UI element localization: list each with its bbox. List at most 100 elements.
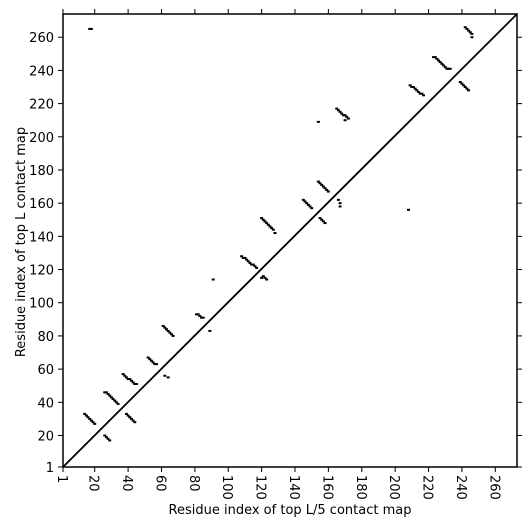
contact-point (432, 56, 436, 59)
contact-point (462, 84, 466, 87)
contact-point (201, 316, 205, 319)
contact-point (318, 182, 322, 185)
contact-point (316, 120, 320, 123)
contact-point (260, 217, 264, 220)
contact-point (108, 439, 112, 442)
contact-point (458, 81, 462, 84)
contact-point (163, 326, 167, 329)
y-tick-label: 1 (46, 461, 54, 476)
contact-point (248, 261, 252, 264)
contact-point (420, 92, 424, 95)
contact-point (166, 376, 170, 379)
contact-point (273, 232, 277, 235)
contact-point (323, 187, 327, 190)
contact-point (163, 374, 167, 377)
contact-point (261, 275, 265, 278)
y-tick-label: 40 (37, 396, 54, 411)
contact-point (470, 36, 474, 39)
contact-point (435, 57, 439, 60)
contact-point (211, 278, 215, 281)
contact-point (338, 202, 342, 205)
contact-point (310, 207, 314, 210)
contact-point (263, 220, 267, 223)
contact-point (128, 416, 132, 419)
contact-point (301, 198, 305, 201)
contact-point (89, 419, 93, 422)
contact-point (104, 436, 108, 439)
contact-point (268, 225, 272, 228)
contact-point (200, 316, 204, 319)
y-tick-label: 120 (29, 264, 54, 279)
contact-point (443, 66, 447, 69)
contact-point (245, 258, 249, 261)
x-tick-label: 40 (119, 475, 134, 492)
contact-point (151, 361, 155, 364)
contact-point (86, 416, 90, 419)
contact-point (422, 94, 426, 97)
contact-point (126, 414, 130, 417)
contact-point (154, 363, 158, 366)
y-tick-label: 20 (37, 429, 54, 444)
contact-point (448, 67, 452, 70)
contact-point (255, 266, 259, 269)
contact-point (320, 183, 324, 186)
contact-point (129, 379, 133, 382)
contact-point (345, 115, 349, 118)
contact-point (336, 109, 340, 112)
contact-point (106, 437, 110, 440)
contact-point (251, 263, 255, 266)
x-tick-label: 180 (353, 475, 368, 500)
contact-point (243, 256, 247, 259)
x-tick-label: 120 (253, 475, 268, 500)
contact-point (126, 378, 130, 381)
contact-point (325, 188, 329, 191)
contact-point (413, 87, 417, 90)
y-tick-label: 80 (37, 330, 54, 345)
contact-point (128, 378, 132, 381)
contact-point (412, 86, 416, 89)
x-tick-label: 140 (286, 475, 301, 500)
y-tick-label: 240 (29, 64, 54, 79)
contact-point (335, 107, 339, 110)
contact-point (270, 227, 274, 230)
x-tick-label: 1 (54, 475, 69, 483)
contact-point (418, 92, 422, 95)
contact-point (463, 26, 467, 29)
contact-point (83, 412, 87, 415)
contact-point (106, 392, 110, 395)
contact-point (271, 228, 275, 231)
contact-point (196, 313, 200, 316)
contact-point (316, 180, 320, 183)
contact-point (93, 422, 97, 425)
contact-point (129, 417, 133, 420)
contact-point (91, 421, 95, 424)
y-tick-label: 160 (29, 197, 54, 212)
contact-point (164, 328, 168, 331)
contact-point (88, 27, 92, 30)
contact-point (465, 27, 469, 30)
contact-point (198, 315, 202, 317)
contact-point (303, 200, 307, 203)
contact-point (208, 329, 212, 332)
x-tick-label: 220 (420, 475, 435, 500)
contact-point (437, 59, 441, 62)
contact-point (433, 56, 437, 59)
contact-point (104, 391, 108, 394)
contact-point (134, 383, 138, 386)
contact-point (343, 119, 347, 122)
contact-point (266, 223, 270, 226)
x-tick-label: 80 (186, 475, 201, 492)
contact-point (407, 208, 411, 211)
contact-point (265, 222, 269, 225)
contact-point (265, 278, 269, 281)
x-tick-label: 100 (219, 475, 234, 500)
y-tick-label: 220 (29, 98, 54, 113)
contact-point (121, 373, 125, 376)
contact-point (440, 62, 444, 65)
contact-point (467, 89, 471, 92)
contact-point (168, 331, 172, 334)
contact-point (417, 90, 421, 93)
contact-point (108, 394, 112, 397)
contact-point (161, 324, 165, 327)
